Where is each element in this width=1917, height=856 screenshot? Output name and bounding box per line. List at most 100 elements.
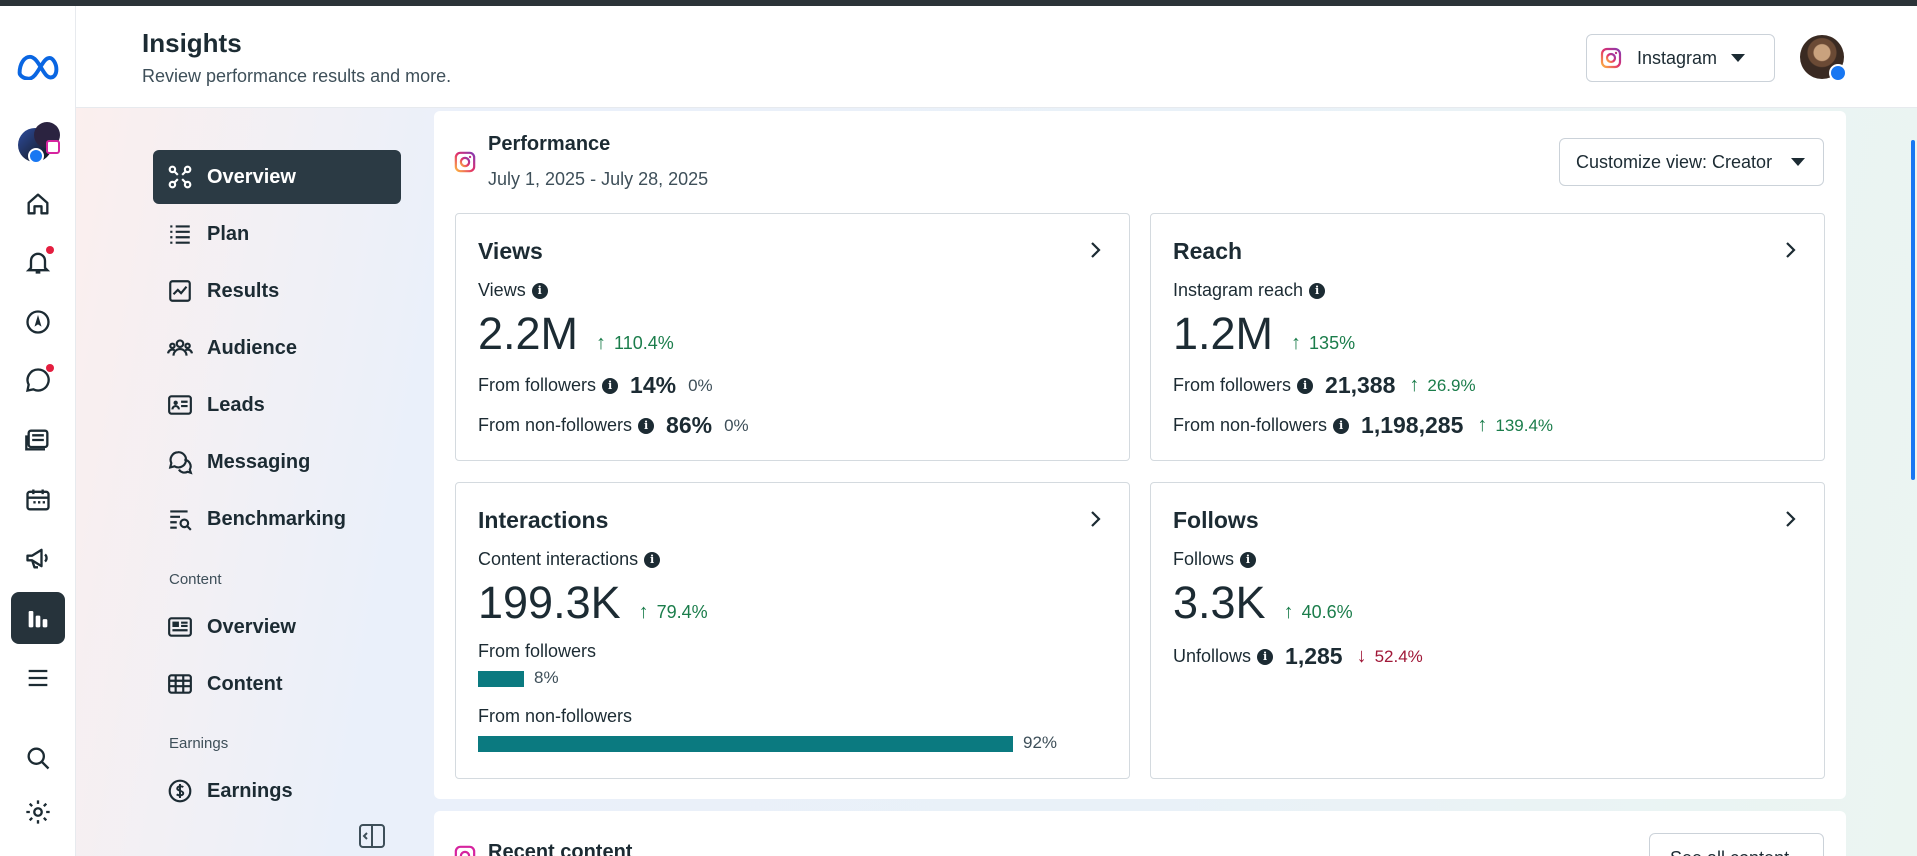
non-followers-bar-pct: 92%	[1023, 733, 1058, 752]
audience-people-icon	[167, 339, 193, 356]
page-scrollbar[interactable]	[1911, 140, 1915, 480]
metric-label: Content interactions i	[478, 549, 661, 570]
left-rail	[0, 6, 76, 856]
instagram-icon	[454, 845, 476, 856]
messaging-bubble-icon	[168, 451, 193, 475]
subnav-label: Plan	[207, 222, 250, 245]
non-followers-bar-fill	[478, 736, 1013, 752]
search-icon[interactable]	[11, 732, 65, 784]
customize-view-label: Customize view: Creator	[1576, 151, 1773, 172]
home-icon[interactable]	[11, 178, 65, 230]
follows-card[interactable]: Follows Follows i 3.3K ↑ 40.6% Unfollows i …	[1150, 482, 1825, 779]
card-title: Interactions	[478, 507, 609, 533]
results-chart-icon	[169, 280, 191, 302]
metric-label: Instagram reach i	[1173, 280, 1326, 301]
subnav-item-leads[interactable]: Leads	[153, 378, 401, 432]
info-icon[interactable]: i	[1240, 551, 1257, 568]
compass-icon[interactable]	[11, 296, 65, 348]
info-icon[interactable]: i	[1309, 282, 1326, 299]
info-icon[interactable]: i	[531, 282, 548, 299]
reach-from-followers-row: From followers i 21,388 ↑ 26.9%	[1173, 372, 1476, 398]
metric-delta: ↑ 110.4%	[596, 332, 674, 354]
instagram-icon	[454, 151, 476, 173]
views-card[interactable]: Views Views i 2.2M ↑ 110.4% From followers…	[455, 213, 1130, 461]
performance-panel: Performance July 1, 2025 - July 28, 2025…	[434, 111, 1846, 799]
info-icon[interactable]: i	[1257, 648, 1274, 665]
ads-megaphone-icon[interactable]	[11, 532, 65, 584]
views-from-non-followers-row: From non-followers i 86% 0%	[478, 412, 749, 438]
info-icon[interactable]: i	[1333, 417, 1350, 434]
chevron-right-icon[interactable]	[1780, 240, 1800, 260]
metric-delta: ↑ 135%	[1291, 332, 1356, 354]
subnav-item-earnings[interactable]: Earnings	[153, 764, 401, 818]
window-top-bar	[0, 0, 1917, 6]
subnav-label: Messaging	[207, 450, 311, 473]
metric-value-row: 2.2M ↑ 110.4%	[478, 308, 674, 360]
subnav-item-messaging[interactable]: Messaging	[153, 435, 401, 489]
metric-value-row: 199.3K ↑ 79.4%	[478, 577, 708, 629]
interactions-card[interactable]: Interactions Content interactions i 199.3…	[455, 482, 1130, 779]
chevron-right-icon[interactable]	[1780, 509, 1800, 529]
account-switcher-avatar[interactable]	[11, 116, 65, 168]
content-library-icon[interactable]	[11, 414, 65, 466]
subnav-item-benchmarking[interactable]: Benchmarking	[153, 492, 401, 546]
metric-delta: ↑ 79.4%	[638, 601, 708, 623]
metric-value-row: 3.3K ↑ 40.6%	[1173, 577, 1353, 629]
metric-value: 3.3K	[1173, 577, 1266, 628]
menu-icon[interactable]	[11, 652, 65, 704]
card-title: Follows	[1173, 507, 1259, 533]
chevron-right-icon[interactable]	[1085, 240, 1105, 260]
content-overview-icon	[168, 617, 192, 637]
info-icon[interactable]: i	[638, 417, 655, 434]
arrow-up-icon: ↑	[1409, 374, 1420, 396]
arrow-up-icon: ↑	[1283, 601, 1294, 623]
info-icon[interactable]: i	[1297, 377, 1314, 394]
performance-title: Performance	[488, 133, 611, 155]
insights-icon[interactable]	[11, 592, 65, 644]
see-all-content-button[interactable]: See all content	[1649, 833, 1824, 856]
content-table-icon	[168, 674, 192, 694]
subnav-item-overview[interactable]: Overview	[153, 150, 401, 204]
followers-bar-track	[478, 671, 1059, 687]
subnav-item-content-overview[interactable]: Overview	[153, 600, 401, 654]
plan-list-icon	[170, 225, 190, 244]
messages-icon[interactable]	[11, 354, 65, 406]
page-title: Insights	[142, 28, 242, 58]
info-icon[interactable]: i	[644, 551, 661, 568]
platform-dropdown[interactable]: Instagram	[1586, 34, 1775, 82]
subnav-item-audience[interactable]: Audience	[153, 321, 401, 375]
metric-value: 1.2M	[1173, 308, 1274, 359]
notification-dot	[46, 246, 54, 254]
reach-from-non-followers-row: From non-followers i 1,198,285 ↑ 139.4%	[1173, 412, 1554, 438]
arrow-up-icon: ↑	[1291, 332, 1302, 354]
metric-value: 2.2M	[478, 308, 579, 359]
metric-delta: ↑ 40.6%	[1283, 601, 1353, 623]
metric-value-row: 1.2M ↑ 135%	[1173, 308, 1355, 360]
collapse-sidebar-icon[interactable]	[358, 823, 386, 849]
subnav-label: Results	[207, 279, 280, 302]
calendar-icon[interactable]	[11, 474, 65, 526]
benchmarking-icon	[170, 510, 192, 531]
chevron-down-icon	[1731, 54, 1746, 62]
meta-logo-icon[interactable]	[11, 40, 65, 92]
subnav-item-plan[interactable]: Plan	[153, 207, 401, 261]
subnav-item-results[interactable]: Results	[153, 264, 401, 318]
instagram-icon	[1600, 47, 1622, 69]
overview-icon	[168, 165, 192, 189]
info-icon[interactable]: i	[602, 377, 619, 394]
reach-card[interactable]: Reach Instagram reach i 1.2M ↑ 135% From f…	[1150, 213, 1825, 461]
chevron-right-icon[interactable]	[1085, 509, 1105, 529]
followers-bar-fill	[478, 671, 524, 687]
notifications-icon[interactable]	[11, 236, 65, 288]
subnav-label: Earnings	[207, 779, 293, 802]
messages-dot	[46, 364, 54, 372]
metric-label: Views i	[478, 280, 548, 301]
page-header: Insights Review performance results and …	[76, 6, 1917, 108]
subnav-item-content[interactable]: Content	[153, 657, 401, 711]
arrow-up-icon: ↑	[596, 332, 607, 354]
metric-label: Follows i	[1173, 549, 1257, 570]
customize-view-dropdown[interactable]: Customize view: Creator	[1559, 138, 1824, 186]
platform-label: Instagram	[1637, 47, 1718, 68]
settings-gear-icon[interactable]	[11, 786, 65, 838]
facebook-badge-icon	[1829, 64, 1847, 82]
